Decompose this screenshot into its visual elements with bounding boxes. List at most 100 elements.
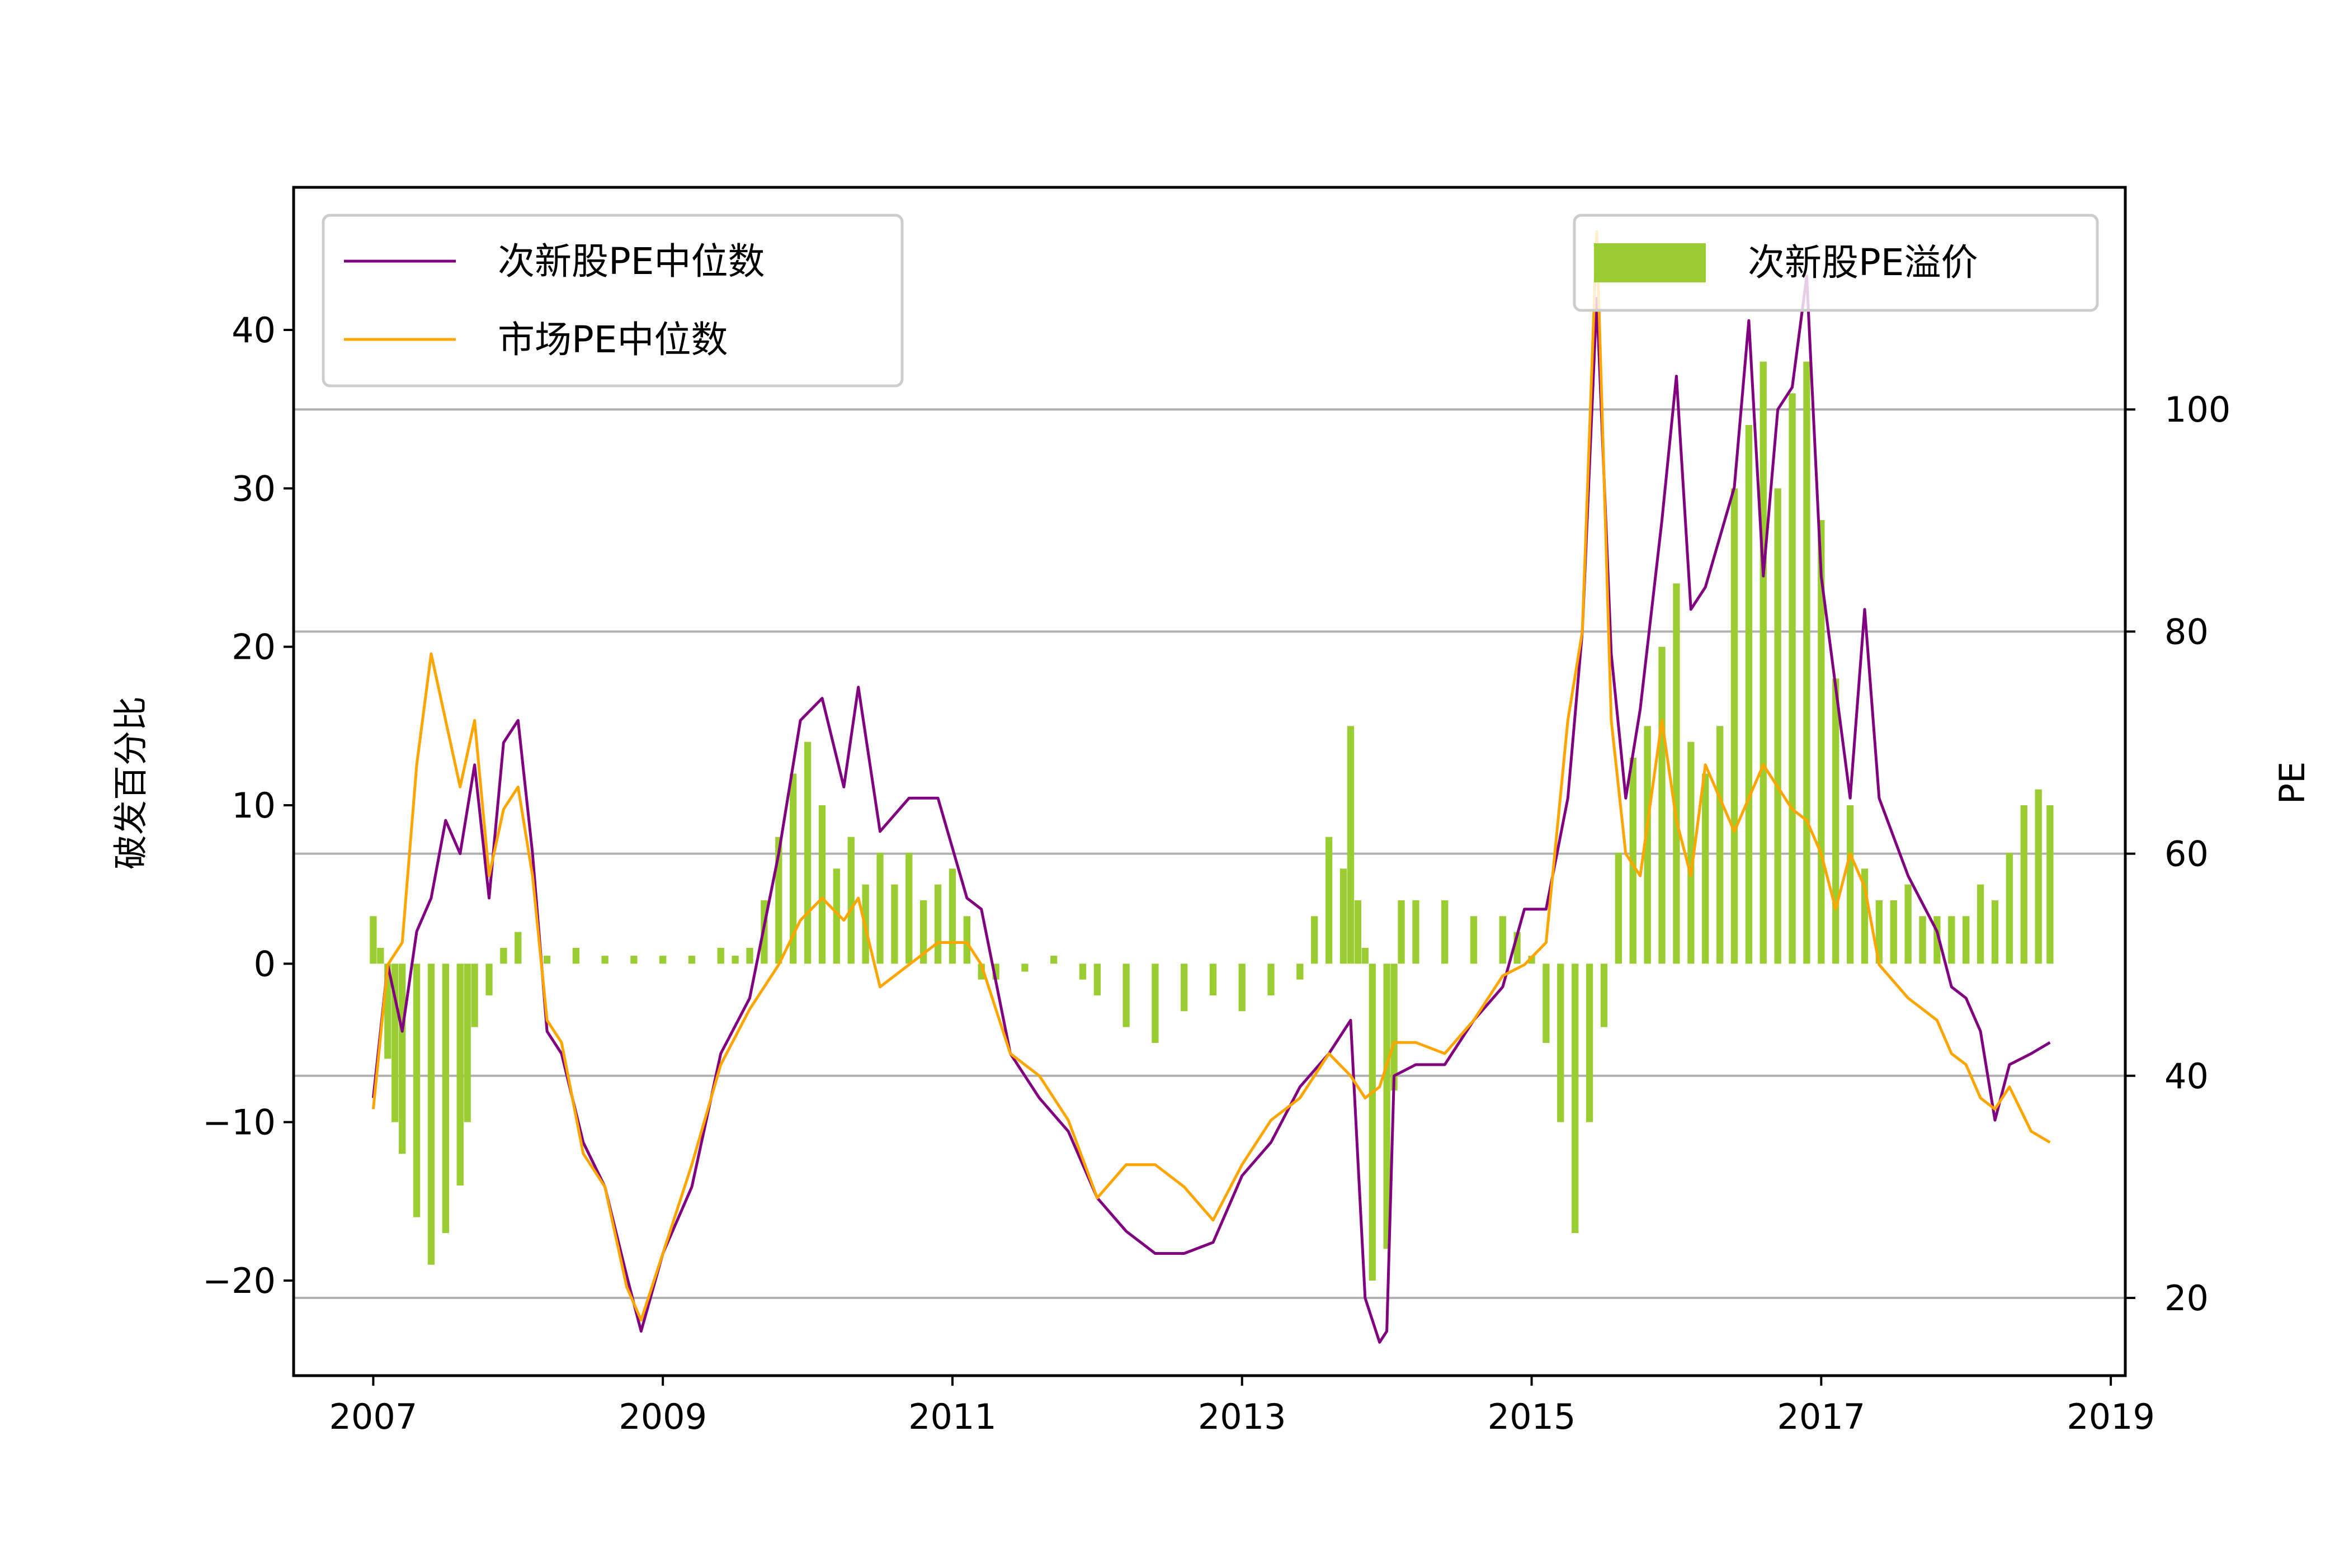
premium-bar xyxy=(1803,361,1810,964)
premium-bar xyxy=(1412,900,1419,964)
y-axis-right-label: PE xyxy=(2272,762,2313,805)
premium-bar xyxy=(456,964,464,1186)
premium-bar xyxy=(1311,916,1318,964)
premium-bar xyxy=(1543,964,1550,1043)
y-left-tick-label: 10 xyxy=(232,785,276,826)
premium-bar xyxy=(1383,964,1390,1249)
premium-bar xyxy=(1079,964,1087,980)
premium-bar xyxy=(1730,488,1738,964)
x-tick-label: 2007 xyxy=(329,1396,417,1437)
premium-bar xyxy=(1369,964,1376,1281)
premium-bar xyxy=(1702,773,1709,964)
premium-bar xyxy=(1572,964,1579,1233)
premium-bar xyxy=(833,868,840,964)
premium-bar xyxy=(1977,884,1984,964)
premium-bar xyxy=(688,956,696,964)
premium-bar xyxy=(2046,805,2054,964)
premium-bar xyxy=(1629,758,1636,964)
premium-bar xyxy=(746,948,753,964)
premium-bar xyxy=(1181,964,1188,1012)
premium-bar xyxy=(1760,361,1767,964)
premium-bar xyxy=(1339,868,1347,964)
premium-bar xyxy=(920,900,927,964)
premium-bar xyxy=(1745,425,1753,964)
y-right-tick-label: 60 xyxy=(2164,834,2209,875)
premium-bar xyxy=(2035,789,2042,964)
premium-bar xyxy=(464,964,471,1122)
premium-bar xyxy=(876,853,884,964)
y-left-tick-label: −10 xyxy=(202,1102,276,1143)
legend-left-box xyxy=(322,214,904,388)
premium-bar xyxy=(949,868,956,964)
x-tick-label: 2017 xyxy=(1777,1396,1865,1437)
premium-bar xyxy=(1499,916,1506,964)
premium-bar xyxy=(427,964,435,1265)
premium-bar xyxy=(1021,964,1029,972)
premium-bar xyxy=(471,964,478,1027)
premium-bar xyxy=(1050,956,1058,964)
x-tick-label: 2019 xyxy=(2067,1396,2155,1437)
premium-bar xyxy=(1904,884,1912,964)
premium-bar xyxy=(1948,916,1955,964)
premium-bar xyxy=(1658,646,1666,964)
premium-bar xyxy=(442,964,449,1233)
y-left-tick-label: −20 xyxy=(202,1260,276,1301)
premium-bar xyxy=(1600,964,1608,1027)
y-left-tick-label: 0 xyxy=(254,943,276,984)
premium-bar xyxy=(1296,964,1304,980)
premium-bars xyxy=(370,361,2054,1281)
premium-bar xyxy=(1963,916,1970,964)
premium-bar xyxy=(847,837,855,964)
ticks: 2007 2009 2011 2013 2015 2017 2019 −20 −10 0 10 20 3… xyxy=(202,310,2230,1437)
premium-bar xyxy=(934,884,942,964)
premium-bar xyxy=(818,805,826,964)
premium-bar xyxy=(1615,853,1622,964)
plot-frame xyxy=(292,186,2127,1377)
premium-bar xyxy=(1644,726,1651,964)
premium-bar xyxy=(1122,964,1130,1027)
premium-bar xyxy=(399,964,406,1154)
premium-bar xyxy=(732,956,739,964)
premium-bar xyxy=(1209,964,1217,995)
premium-bar xyxy=(370,916,377,964)
premium-bar xyxy=(659,956,667,964)
premium-bar xyxy=(601,956,609,964)
y-left-tick-label: 20 xyxy=(232,627,276,668)
premium-bar xyxy=(1919,916,1926,964)
premium-bar xyxy=(790,773,797,964)
premium-bar xyxy=(1789,393,1796,964)
premium-bar xyxy=(1347,726,1355,964)
premium-bar xyxy=(1890,900,1897,964)
premium-bar xyxy=(1470,916,1478,964)
premium-bar xyxy=(413,964,421,1217)
premium-bar xyxy=(1093,964,1101,995)
premium-bar xyxy=(1354,900,1362,964)
y-right-tick-label: 100 xyxy=(2164,389,2230,430)
premium-bar xyxy=(1557,964,1564,1122)
premium-bar xyxy=(1687,742,1695,964)
premium-bar xyxy=(1390,964,1398,1090)
premium-bar xyxy=(963,916,971,964)
premium-bar xyxy=(500,948,507,964)
premium-bar xyxy=(485,964,493,995)
premium-bar xyxy=(1152,964,1159,1043)
premium-bar xyxy=(2020,805,2027,964)
premium-bar xyxy=(1716,726,1724,964)
premium-bar xyxy=(543,956,551,964)
x-tick-label: 2009 xyxy=(619,1396,707,1437)
premium-bar xyxy=(1441,900,1449,964)
premium-bar xyxy=(377,948,384,964)
premium-bar xyxy=(1361,948,1369,964)
premium-bar xyxy=(1586,964,1593,1122)
market-pe-line xyxy=(371,230,2051,1322)
x-tick-label: 2013 xyxy=(1198,1396,1286,1437)
legend-left: 次新股PE中位数 市场PE中位数 xyxy=(322,214,904,388)
premium-bar xyxy=(1267,964,1275,995)
premium-bar xyxy=(905,853,913,964)
y-right-tick-label: 20 xyxy=(2164,1278,2209,1319)
x-tick-label: 2011 xyxy=(908,1396,997,1437)
premium-bar xyxy=(1832,678,1839,964)
premium-bar xyxy=(891,884,898,964)
